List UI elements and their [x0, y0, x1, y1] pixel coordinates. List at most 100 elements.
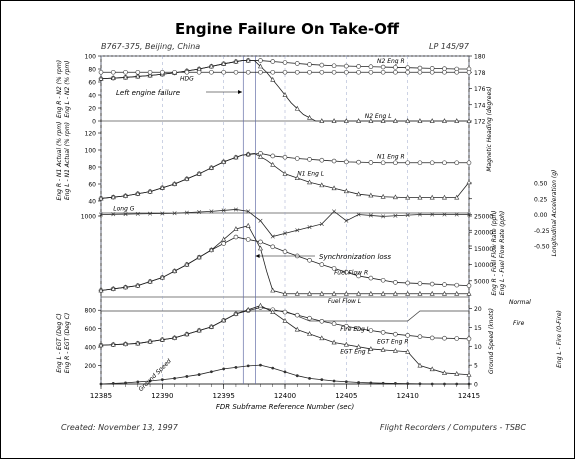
- n2-left-axis-label: Eng L - N2 (% rpm): [64, 60, 71, 117]
- fuel-flow-r-point: [405, 280, 410, 286]
- fuel-flow-l-point: [184, 261, 190, 267]
- heading-point: [319, 69, 325, 75]
- n2-eng-r-point: [319, 62, 325, 68]
- n1-eng-l-point: [208, 165, 214, 170]
- long-g-point: [270, 234, 275, 239]
- egt-eng-r-point: [405, 333, 410, 338]
- long-g-point: [172, 211, 177, 216]
- egt-eng-r-point: [466, 336, 472, 342]
- egt-eng-l-point: [331, 339, 337, 345]
- long-g-point: [98, 212, 104, 217]
- x-tick-label: 12400: [274, 392, 296, 400]
- footer-right: Flight Recorders / Computers - TSBC: [380, 423, 527, 432]
- n1-eng-r-point: [356, 159, 361, 165]
- ground-speed-point: [173, 376, 177, 380]
- fuel-flow-l-point: [417, 290, 423, 296]
- fuel-flow-l-point: [441, 290, 447, 296]
- n2-eng-l-point: [331, 118, 337, 123]
- heading-point: [135, 69, 141, 75]
- long-g-point: [258, 218, 263, 223]
- n1-left-axis-tick-label: 100: [85, 148, 97, 155]
- fuel-flow-r-point: [356, 273, 361, 279]
- egt-eng-r-point: [307, 315, 312, 321]
- heading-axis-tick-label: 180: [474, 54, 486, 61]
- heading-point: [466, 69, 472, 75]
- fuel-left-axis-tick-label: 1000: [81, 214, 96, 221]
- heading-point: [221, 69, 226, 75]
- heading-axis-label: Magnetic Heading (degrees): [486, 86, 493, 171]
- heading-axis-tick-label: 176: [474, 86, 486, 93]
- fire-axis-tick-label: Fire: [513, 320, 525, 327]
- n1-eng-l-point: [307, 179, 313, 185]
- n1-eng-r-point: [380, 160, 386, 166]
- n2-eng-l-point: [270, 76, 276, 82]
- long-g-axis-tick-label: 0.50: [534, 181, 548, 188]
- ground-speed-axis-tick-label: 10: [474, 344, 482, 351]
- series-label-egt-eng-r: EGT Eng R: [377, 338, 409, 345]
- egt-eng-l-point: [417, 362, 423, 368]
- fuel-flow-r-point: [454, 282, 460, 288]
- egt-eng-r-point: [331, 321, 337, 327]
- egt-eng-r-point: [282, 309, 288, 315]
- egt-eng-r-point: [356, 326, 361, 331]
- plot-area: 12385 12390 12395 12400 12405 12410 12415 FDR S…: [56, 54, 563, 412]
- ground-speed-point: [283, 370, 287, 374]
- fire-axis-tick-label: Normal: [509, 299, 531, 306]
- n1-eng-l-point: [257, 153, 263, 159]
- fuel-flow-r-point: [380, 277, 386, 283]
- n1-left-axis-tick-label: 40: [88, 199, 96, 206]
- long-g-point: [233, 207, 238, 212]
- ground-speed-point: [467, 382, 471, 386]
- heading-point: [454, 69, 460, 75]
- n2-eng-r-point: [356, 64, 361, 69]
- series-label-n1-eng-l: N1 Eng L: [297, 171, 324, 178]
- fuel-flow-r-point: [331, 266, 337, 271]
- n2-eng-r-point: [393, 65, 398, 70]
- long-g-line: [100, 209, 469, 238]
- long-g-point: [344, 218, 349, 223]
- heading-point: [393, 69, 398, 75]
- ground-speed-point: [222, 367, 226, 371]
- fuel-flow-l-point: [208, 247, 214, 252]
- n2-eng-r-point: [368, 64, 374, 70]
- x-tick-label: 12410: [397, 392, 419, 400]
- heading-point: [368, 69, 374, 75]
- n2-eng-r-point: [417, 65, 423, 71]
- ground-speed-point: [394, 382, 397, 385]
- n1-eng-l-point: [196, 170, 202, 176]
- egt-eng-l-point: [245, 306, 251, 312]
- egt-eng-r-point: [393, 331, 398, 337]
- egt-left-axis-tick-label: 600: [85, 326, 97, 333]
- n1-eng-l-point: [270, 161, 276, 167]
- n2-eng-r-point: [344, 63, 349, 69]
- x-tick-label: 12415: [458, 392, 480, 400]
- egt-eng-l-point: [257, 302, 263, 308]
- n2-eng-l-point: [147, 72, 153, 78]
- ground-speed-point: [124, 381, 127, 385]
- long-g-axis-tick-label: 0.25: [534, 196, 548, 203]
- n2-eng-r-point: [307, 62, 312, 67]
- fuel-flow-r-point: [466, 283, 472, 288]
- egt-eng-l-point: [392, 347, 398, 353]
- heading-point: [160, 69, 165, 75]
- n1-eng-l-point: [282, 170, 288, 176]
- n2-eng-l-point: [208, 63, 214, 69]
- n2-left-axis-tick-label: 40: [88, 93, 96, 100]
- series-label-fire-eng-l: Fire Eng L: [340, 326, 370, 333]
- n2-eng-r-point: [282, 60, 288, 65]
- fuel-flow-r-point: [319, 262, 325, 267]
- n1-eng-r-point: [417, 160, 423, 166]
- fuel-flow-l-point: [245, 222, 251, 228]
- ground-speed-point: [271, 366, 275, 370]
- n2-eng-r-point: [258, 58, 263, 63]
- ground-speed-point: [295, 374, 299, 378]
- fuel-flow-l-point: [110, 286, 116, 291]
- fuel-flow-r-point: [417, 281, 423, 286]
- n2-eng-l-point: [110, 75, 116, 80]
- x-tick-label: 12385: [90, 392, 112, 400]
- heading-point: [356, 69, 361, 75]
- ground-speed-point: [308, 376, 311, 380]
- long-g-point: [160, 211, 165, 216]
- long-g-point: [381, 214, 386, 219]
